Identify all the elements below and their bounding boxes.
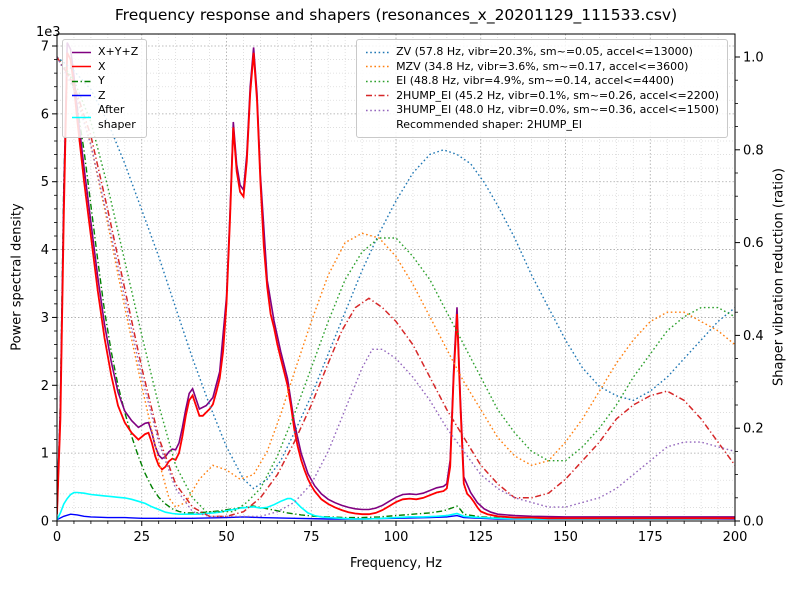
series-line-after-shaper <box>57 491 735 520</box>
series-line-x <box>57 52 735 520</box>
legend-item: X <box>71 60 138 75</box>
legend-item: ZV (57.8 Hz, vibr=20.3%, sm~=0.05, accel… <box>365 45 719 60</box>
x-tick-label: 150 <box>553 530 578 545</box>
y-right-tick-label: 0.2 <box>743 422 764 437</box>
legend-item: 3HUMP_EI (48.0 Hz, vibr=0.0%, sm~=0.36, … <box>365 103 719 118</box>
series-line-ei <box>57 56 735 513</box>
legend-item: After shaper <box>71 103 138 132</box>
legend-psd: X+Y+Z X Y Z After shaper <box>62 39 148 139</box>
legend-shapers: ZV (57.8 Hz, vibr=20.3%, sm~=0.05, accel… <box>356 39 728 139</box>
y-axis-label-left: Power spectral density <box>9 203 25 351</box>
legend-item-label: EI (48.8 Hz, vibr=4.9%, sm~=0.14, accel<… <box>396 74 675 88</box>
y-left-tick-label: 2 <box>41 379 49 394</box>
y-axis-label-right: Shaper vibration reduction (ratio) <box>771 168 787 386</box>
legend-item: Z <box>71 89 138 104</box>
legend-shaper-rows: ZV (57.8 Hz, vibr=20.3%, sm~=0.05, accel… <box>365 45 719 118</box>
legend-item-label: 2HUMP_EI (45.2 Hz, vibr=0.1%, sm~=0.26, … <box>396 88 719 102</box>
legend-line-sample <box>366 94 390 97</box>
y-right-tick-label: 1.0 <box>743 51 764 66</box>
series-line-2hump_ei <box>57 56 735 518</box>
y-left-tick-label: 5 <box>41 175 49 190</box>
legend-item-label: 3HUMP_EI (48.0 Hz, vibr=0.0%, sm~=0.36, … <box>396 103 719 117</box>
legend-item: EI (48.8 Hz, vibr=4.9%, sm~=0.14, accel<… <box>365 74 719 89</box>
legend-item: Y <box>71 74 138 89</box>
series-line-mzv <box>57 56 735 508</box>
legend-item: MZV (34.8 Hz, vibr=3.6%, sm~=0.17, accel… <box>365 60 719 75</box>
x-tick-label: 125 <box>468 530 493 545</box>
legend-line-sample <box>72 80 91 83</box>
legend-line-sample <box>366 51 390 54</box>
legend-item: X+Y+Z <box>71 45 138 60</box>
legend-item-label: Z <box>98 88 106 102</box>
x-tick-label: 75 <box>303 530 320 545</box>
x-tick-label: 25 <box>133 530 150 545</box>
legend-line-sample <box>366 65 390 68</box>
legend-line-sample <box>72 65 91 68</box>
y-left-tick-label: 6 <box>41 107 49 122</box>
legend-line-sample <box>366 109 390 112</box>
y-right-tick-label: 0.0 <box>743 515 764 530</box>
legend-line-sample <box>72 51 91 54</box>
legend-line-sample <box>366 80 390 83</box>
y-left-tick-label: 0 <box>41 515 49 530</box>
x-tick-label: 175 <box>638 530 663 545</box>
legend-line-sample <box>72 116 91 119</box>
y-left-tick-label: 3 <box>41 311 49 326</box>
y-left-tick-label: 7 <box>41 40 49 55</box>
y-axis-offset-label: 1e3 <box>36 25 61 40</box>
legend-item-label: ZV (57.8 Hz, vibr=20.3%, sm~=0.05, accel… <box>396 45 693 58</box>
y-left-tick-label: 4 <box>41 243 49 258</box>
legend-line-sample <box>72 94 91 97</box>
y-left-tick-label: 1 <box>41 447 49 462</box>
legend-item-label: After shaper <box>98 103 136 131</box>
x-tick-label: 0 <box>53 530 61 545</box>
legend-item-label: MZV (34.8 Hz, vibr=3.6%, sm~=0.17, accel… <box>396 59 689 73</box>
legend-item-label: X+Y+Z <box>98 45 139 58</box>
y-right-tick-label: 0.8 <box>743 143 764 158</box>
x-tick-label: 50 <box>218 530 235 545</box>
legend-item-label: X <box>98 59 106 73</box>
x-axis-label: Frequency, Hz <box>349 556 443 571</box>
x-tick-label: 100 <box>384 530 409 545</box>
chart-title: Frequency response and shapers (resonanc… <box>114 6 678 24</box>
legend-item: 2HUMP_EI (45.2 Hz, vibr=0.1%, sm~=0.26, … <box>365 89 719 104</box>
y-right-tick-label: 0.6 <box>743 236 764 251</box>
recommended-shaper-text: Recommended shaper: 2HUMP_EI <box>396 117 583 131</box>
legend-item-label: Y <box>98 74 105 88</box>
x-tick-label: 200 <box>723 530 748 545</box>
legend-psd-rows: X+Y+Z X Y Z After shaper <box>71 45 138 132</box>
y-right-tick-label: 0.4 <box>743 329 764 344</box>
